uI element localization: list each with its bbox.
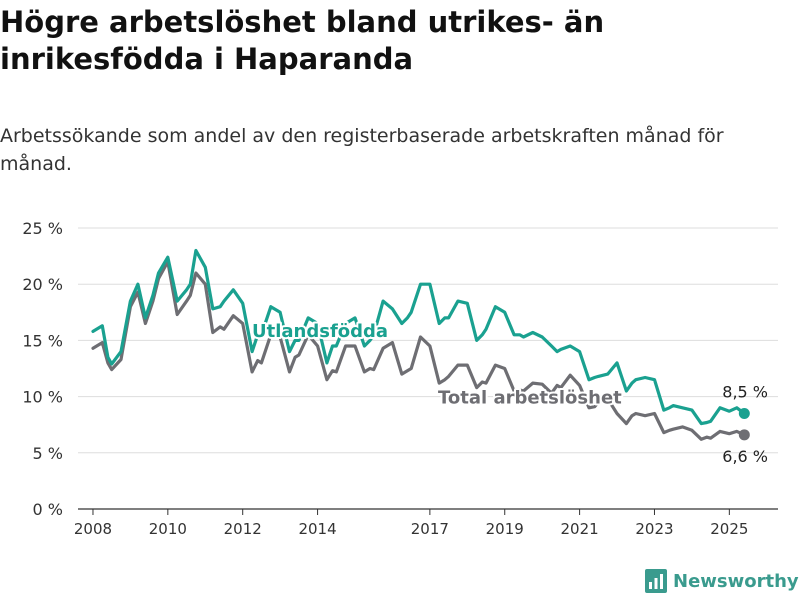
series-line-total [91, 260, 746, 441]
series-annotation: Utlandsfödda [252, 321, 388, 342]
y-tick-label: 5 % [33, 444, 63, 463]
chart-title: Högre arbetslöshet bland utrikes- än inr… [0, 5, 605, 76]
series-labels: 6,6 % 8,5 % Utlandsfödda Total arbetslöshet [250, 319, 768, 466]
newsworthy-logo-icon [645, 569, 667, 593]
chart-subtitle: Arbetssökande som andel av den registerb… [0, 125, 724, 175]
series-annotation: Total arbetslöshet [438, 387, 622, 408]
y-tick-label: 25 % [22, 219, 63, 238]
grid-lines [78, 227, 778, 510]
x-tick-label: 2019 [486, 520, 524, 538]
series-end-point [738, 407, 750, 419]
y-tick-label: 20 % [22, 275, 63, 294]
x-tick-label: 2012 [224, 520, 262, 538]
series-end-point [738, 429, 750, 441]
series-lines [91, 248, 750, 441]
y-tick-label: 10 % [22, 388, 63, 407]
x-tick-label: 2017 [411, 520, 449, 538]
series-end-label: 6,6 % [722, 447, 768, 466]
x-tick-label: 2021 [561, 520, 599, 538]
x-tick-label: 2008 [74, 520, 112, 538]
x-tick-label: 2014 [298, 520, 336, 538]
brand-logo[interactable]: Newsworthy [645, 569, 799, 593]
x-tick-label: 2010 [149, 520, 187, 538]
series-line-utlandsfodda [91, 248, 746, 426]
x-tick-label: 2025 [710, 520, 748, 538]
x-tick-label: 2023 [635, 520, 673, 538]
x-axis: 2008 2010 2012 2014 2017 2019 2021 2023 2025 [74, 509, 748, 538]
series-end-label: 8,5 % [722, 382, 768, 401]
y-axis: 0 % 5 % 10 % 15 % 20 % 25 % [22, 219, 63, 519]
y-tick-label: 0 % [33, 500, 63, 519]
y-tick-label: 15 % [22, 331, 63, 350]
brand-name: Newsworthy [673, 570, 799, 592]
